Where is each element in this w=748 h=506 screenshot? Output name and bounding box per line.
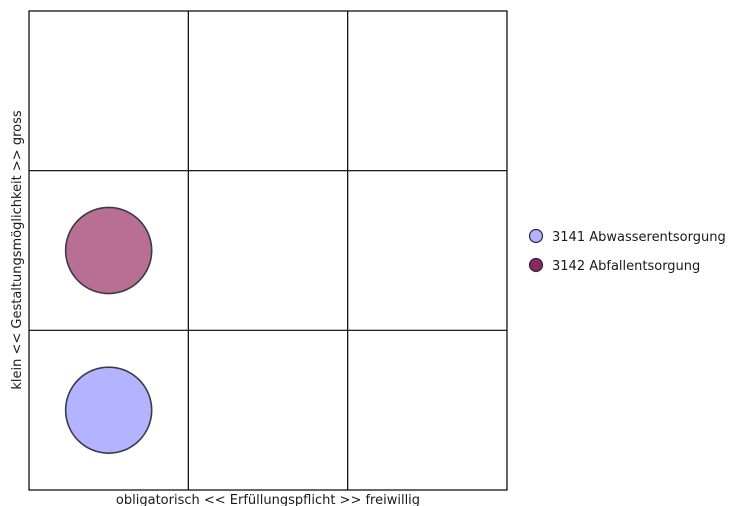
legend-label: 3142 Abfallentsorgung [552,259,700,274]
legend-marker [528,257,544,273]
x-axis-label: obligatorisch << Erfüllungspflicht >> fr… [116,493,420,506]
legend-marker [528,228,544,244]
legend-label: 3141 Abwasserentsorgung [552,230,726,245]
data-point [64,366,153,454]
y-axis-label: klein << Gestaltungsmöglichkeit >> gross [10,110,25,389]
data-point [64,206,153,295]
